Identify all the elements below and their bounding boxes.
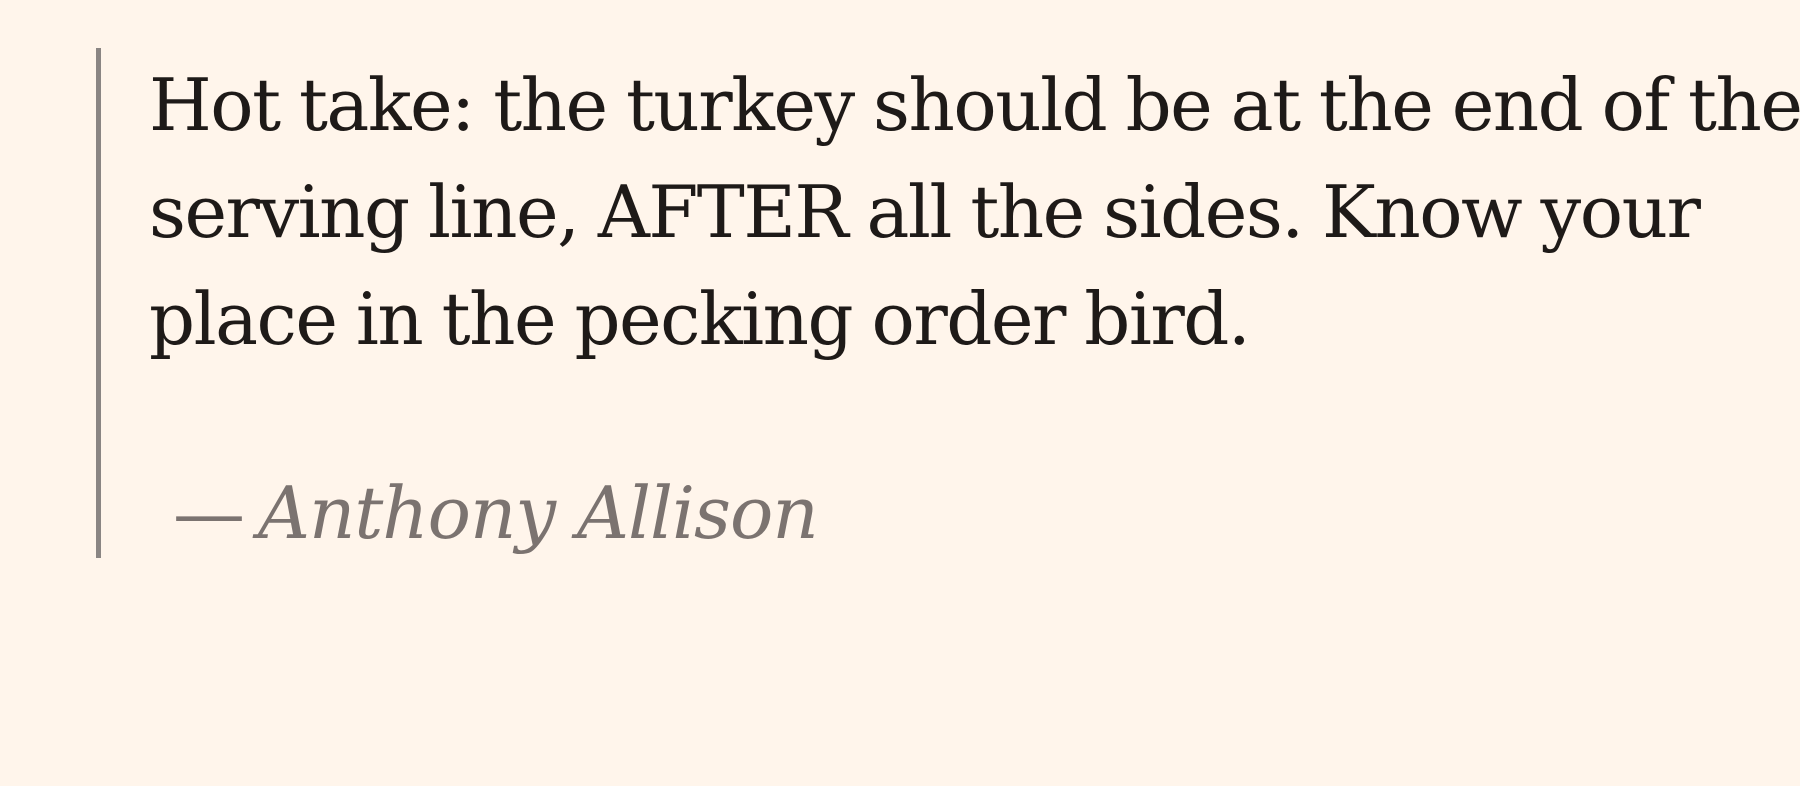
attribution-dash: — <box>173 471 245 555</box>
blockquote: Hot take: the turkey should be at the en… <box>96 48 1800 558</box>
attribution-author: Anthony Allison <box>258 471 819 555</box>
attribution: — Anthony Allison <box>173 468 1796 558</box>
quote-text: Hot take: the turkey should be at the en… <box>149 63 1800 361</box>
